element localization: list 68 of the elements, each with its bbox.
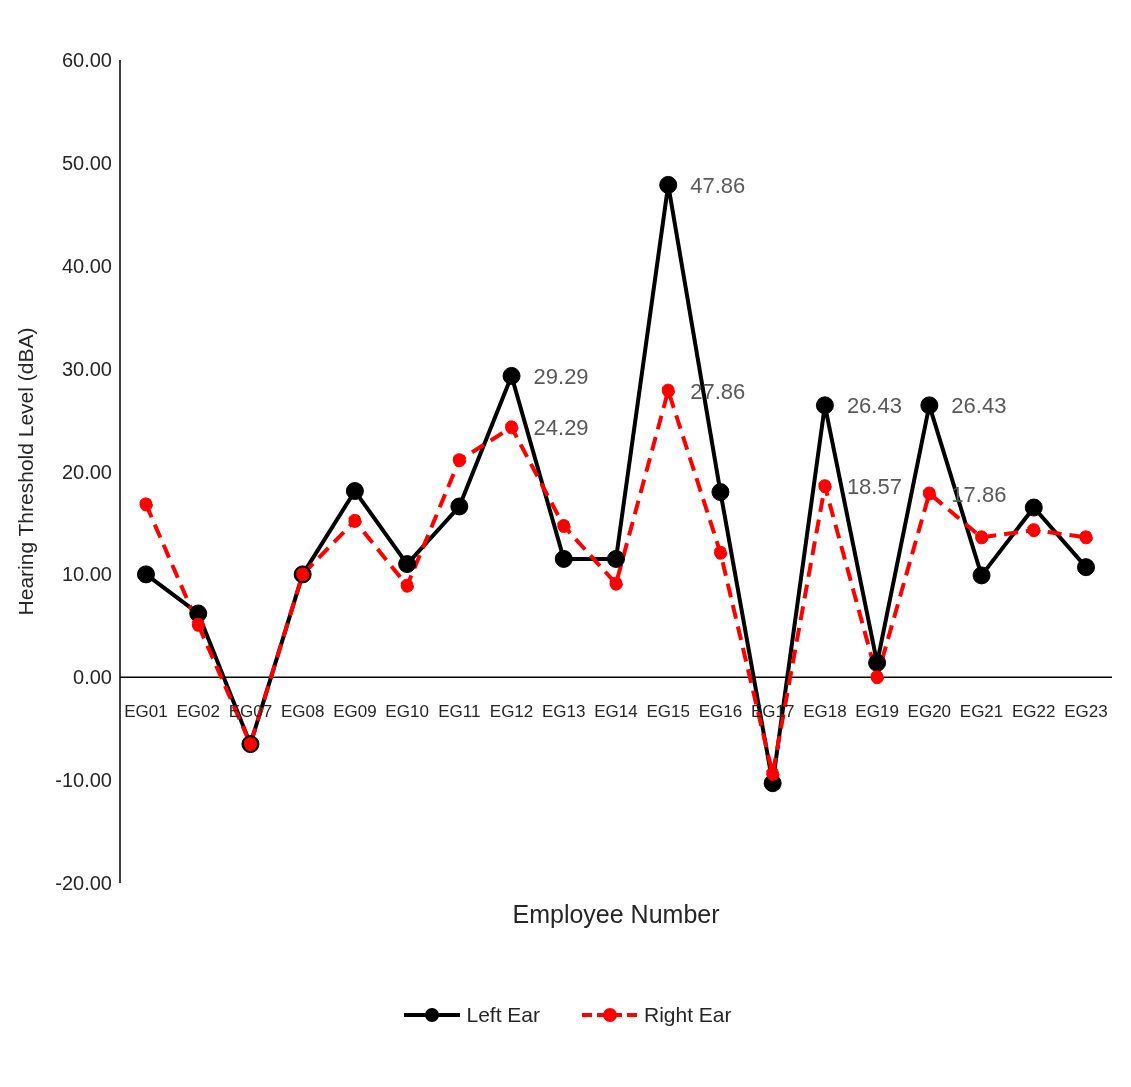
- point: [191, 617, 206, 632]
- y-tick-label: 0.00: [73, 666, 112, 689]
- point: [556, 519, 571, 534]
- legend-label: Left Ear: [466, 1003, 540, 1027]
- x-tick-label: EG18: [803, 702, 847, 722]
- x-tick-label: EG16: [698, 702, 743, 722]
- point: [1077, 558, 1095, 577]
- point: [139, 497, 153, 512]
- x-tick-label: EG01: [124, 702, 168, 722]
- point: [452, 453, 467, 468]
- legend-label: Right Ear: [644, 1003, 732, 1027]
- x-tick-label: EG22: [1012, 702, 1056, 722]
- data-label: 18.57: [846, 474, 902, 500]
- x-tick-label: EG14: [594, 702, 638, 722]
- point: [137, 565, 155, 584]
- data-label: 29.29: [533, 363, 589, 389]
- x-axis-title: Employee Number: [512, 899, 720, 928]
- x-tick-label: EG11: [438, 702, 481, 722]
- point: [345, 482, 364, 501]
- x-tick-label: EG20: [907, 702, 952, 722]
- point: [450, 497, 469, 516]
- y-tick-label: -20.00: [55, 872, 112, 895]
- point: [504, 420, 519, 435]
- y-tick-label: -10.00: [55, 769, 112, 792]
- point: [868, 653, 887, 672]
- x-tick-label: EG09: [333, 702, 377, 722]
- y-tick-label: 10.00: [61, 563, 112, 586]
- point: [398, 555, 417, 574]
- point: [347, 513, 362, 528]
- point: [817, 479, 832, 494]
- point: [974, 530, 989, 545]
- point: [659, 175, 678, 194]
- y-tick-label: 40.00: [61, 254, 112, 277]
- point: [815, 396, 834, 415]
- point: [972, 566, 991, 585]
- x-tick-label: EG15: [646, 702, 690, 722]
- y-tick-label: 30.00: [61, 357, 112, 380]
- point: [870, 670, 885, 685]
- point: [1026, 523, 1041, 538]
- point: [920, 396, 939, 415]
- x-tick-label: EG21: [959, 702, 1004, 722]
- y-axis-title: Hearing Threshold Level (dBA): [14, 327, 38, 616]
- x-tick-label: EG02: [176, 702, 220, 722]
- point: [607, 549, 625, 568]
- point: [1024, 498, 1043, 517]
- point: [609, 576, 623, 591]
- x-tick-label: EG12: [489, 702, 534, 722]
- x-tick-label: EG10: [385, 702, 429, 722]
- x-tick-label: EG19: [855, 702, 899, 722]
- data-label: 26.43: [951, 393, 1007, 419]
- y-tick-label: 60.00: [61, 49, 112, 72]
- point: [502, 366, 521, 385]
- point: [765, 766, 780, 781]
- y-tick-label: 20.00: [61, 460, 112, 483]
- data-label: 26.43: [846, 393, 902, 419]
- y-tick-label: 50.00: [61, 151, 112, 174]
- x-tick-label: EG13: [542, 702, 586, 722]
- point: [711, 483, 730, 502]
- point: [554, 549, 573, 568]
- data-label: 24.29: [533, 415, 589, 441]
- x-tick-label: EG08: [280, 702, 325, 722]
- data-label: 47.86: [690, 172, 746, 198]
- x-tick-label: EG23: [1064, 702, 1108, 722]
- point: [922, 486, 937, 501]
- point: [400, 578, 415, 593]
- point: [1079, 530, 1093, 545]
- point: [661, 383, 676, 398]
- point: [713, 545, 728, 560]
